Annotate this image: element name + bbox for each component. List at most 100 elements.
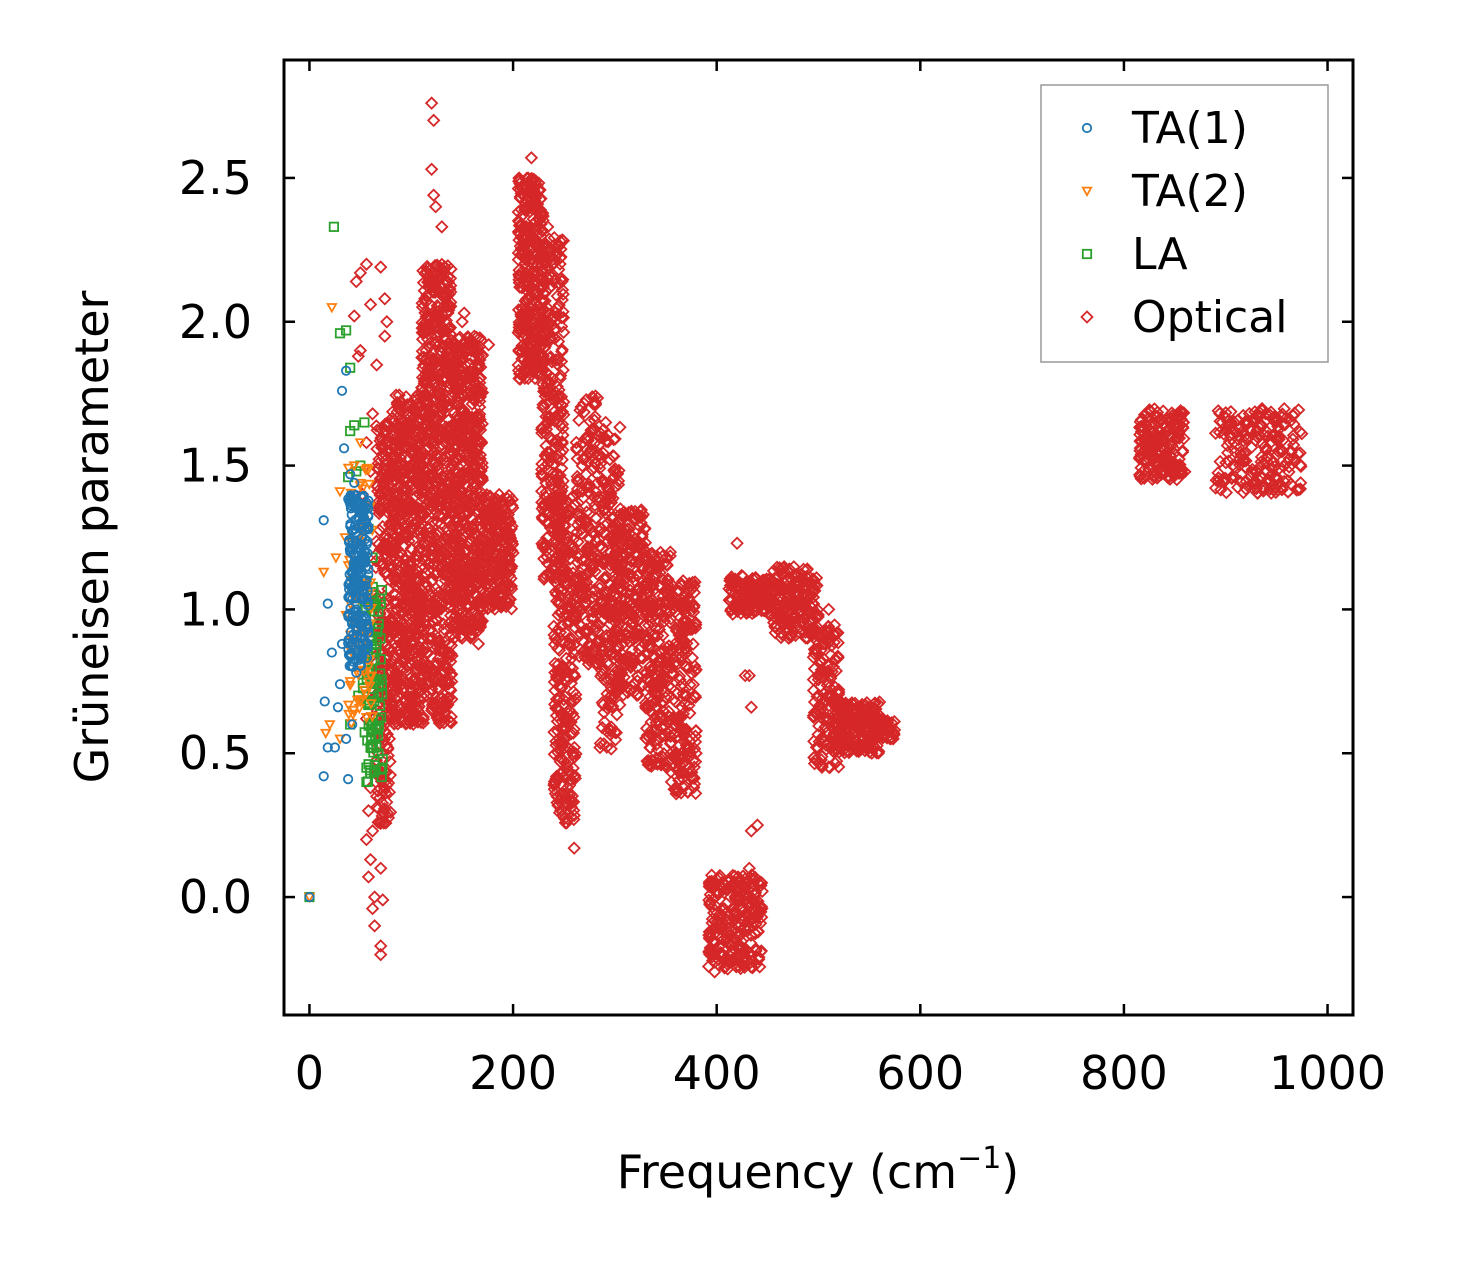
data-point <box>670 686 684 701</box>
data-point <box>649 715 663 730</box>
data-point <box>595 499 610 513</box>
data-point <box>398 674 413 689</box>
data-point <box>683 748 698 763</box>
data-point <box>477 502 492 517</box>
data-point <box>565 706 580 721</box>
data-point <box>386 654 401 669</box>
data-point <box>732 916 746 930</box>
data-point <box>465 410 479 424</box>
data-point <box>535 350 550 364</box>
data-point <box>539 397 553 411</box>
data-point <box>501 525 515 540</box>
data-point <box>609 609 623 624</box>
data-point <box>581 540 595 554</box>
data-point <box>377 802 392 816</box>
data-point <box>417 453 432 467</box>
data-point <box>593 426 608 441</box>
data-point <box>430 401 445 416</box>
data-point <box>748 917 763 932</box>
data-point <box>464 500 478 514</box>
data-point <box>589 620 603 634</box>
data-point <box>679 586 693 601</box>
data-point <box>752 905 767 919</box>
data-point <box>746 593 761 608</box>
data-point <box>556 474 570 488</box>
data-point <box>416 590 430 604</box>
data-point <box>468 431 483 446</box>
data-point <box>572 413 586 428</box>
data-point <box>475 348 490 362</box>
data-point <box>714 921 729 936</box>
data-point <box>525 252 539 267</box>
data-point <box>640 754 654 768</box>
data-point <box>580 429 595 443</box>
data-point <box>535 467 549 481</box>
data-point <box>548 575 563 590</box>
data-point <box>663 604 678 619</box>
data-point <box>435 270 449 284</box>
data-point <box>416 384 431 398</box>
data-point <box>463 366 477 380</box>
data-point <box>378 713 392 728</box>
data-point <box>501 581 516 596</box>
data-point <box>660 557 674 572</box>
data-point <box>512 171 527 186</box>
data-point <box>518 179 532 193</box>
data-point <box>717 961 732 975</box>
data-point <box>684 666 699 681</box>
data-point <box>443 327 458 341</box>
data-point <box>398 429 412 444</box>
data-point <box>521 177 536 192</box>
data-point <box>404 495 418 509</box>
data-point <box>649 738 664 752</box>
data-point <box>558 799 572 814</box>
data-point <box>489 492 504 506</box>
data-point <box>553 368 568 383</box>
data-point <box>593 736 608 751</box>
data-point <box>391 554 406 568</box>
data-point <box>388 515 402 530</box>
data-point <box>434 550 449 564</box>
data-point <box>669 780 683 795</box>
data-point <box>550 539 565 553</box>
data-point <box>536 400 550 415</box>
data-point <box>604 647 619 662</box>
data-point <box>535 512 550 526</box>
data-point <box>429 393 443 408</box>
data-point <box>609 599 624 614</box>
data-point <box>477 562 492 576</box>
data-point <box>430 305 444 319</box>
data-point <box>435 340 450 355</box>
data-point <box>543 331 557 345</box>
data-point <box>424 703 439 718</box>
data-point <box>607 465 622 479</box>
data-point <box>460 544 475 558</box>
data-point <box>610 531 624 545</box>
data-point <box>457 336 472 350</box>
data-point <box>553 625 568 639</box>
data-point <box>615 637 629 652</box>
data-point <box>559 578 574 593</box>
data-point <box>408 460 423 475</box>
data-point <box>438 657 453 672</box>
data-point <box>596 698 610 712</box>
data-point <box>651 683 665 698</box>
data-point <box>646 660 660 675</box>
data-point <box>454 362 468 377</box>
data-point <box>619 530 633 544</box>
data-point <box>417 526 431 540</box>
data-point <box>536 397 550 412</box>
data-point <box>502 568 517 583</box>
data-point <box>547 774 562 789</box>
data-point <box>513 280 527 294</box>
data-point <box>422 336 437 351</box>
data-point <box>431 384 446 399</box>
data-point <box>460 480 475 494</box>
data-point <box>539 485 553 500</box>
data-point <box>521 371 535 386</box>
data-point <box>539 365 553 379</box>
data-point <box>621 505 636 520</box>
data-point <box>550 438 565 453</box>
data-point <box>579 480 593 495</box>
data-point <box>417 462 431 476</box>
